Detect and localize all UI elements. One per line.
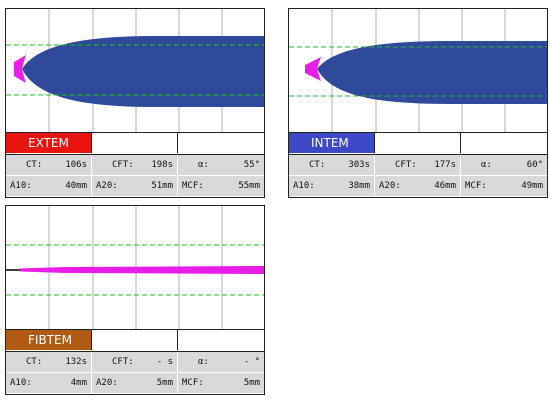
mcf-value: 49mm [521,181,543,191]
info-extem: EXTEM CT: 106s CFT: 198s α: 55° A10: 40mm A2… [5,133,265,198]
metrics-row-1: CT: 132s CFT: - s α: - ° [6,351,264,372]
trace-extem-svg [6,9,264,132]
tab-empty [178,133,264,153]
tab-empty [178,330,264,350]
cft-value: - s [156,357,173,367]
ct-label: CT: [309,160,326,170]
tab-empty [461,133,547,153]
alpha-value: 55° [243,160,260,170]
cft-value: 198s [151,160,173,170]
mcf-label: MCF: [465,181,487,191]
tab-empty [92,133,178,153]
ct-value: 132s [65,357,87,367]
a10-value: 40mm [65,181,87,191]
metrics-row-1: CT: 303s CFT: 177s α: 60° [289,154,547,175]
amplitude-trace [317,41,547,104]
trace-intem [288,8,548,133]
info-intem: INTEM CT: 303s CFT: 177s α: 60° A10: 38mm A2… [288,133,548,198]
a20-value: 5mm [156,378,173,388]
tab-fibtem[interactable]: FIBTEM [6,330,92,350]
amplitude-trace [22,36,264,107]
a20-label: A20: [379,181,401,191]
info-fibtem: FIBTEM CT: 132s CFT: - s α: - ° A10: 4mm A20… [5,330,265,395]
trace-fibtem [5,205,265,330]
alpha-label: α: [198,357,209,367]
mcf-label: MCF: [182,181,204,191]
a10-label: A10: [10,181,32,191]
alpha-label: α: [481,160,492,170]
cft-label: CFT: [112,357,134,367]
trace-fibtem-svg [6,206,264,329]
tab-empty [92,330,178,350]
metrics-row-2: A10: 40mm A20: 51mm MCF: 55mm [6,175,264,196]
a10-label: A10: [293,181,315,191]
a20-label: A20: [96,181,118,191]
onset-marker [14,55,26,83]
mcf-value: 5mm [243,378,260,388]
mcf-value: 55mm [238,181,260,191]
metrics-row-1: CT: 106s CFT: 198s α: 55° [6,154,264,175]
amplitude-trace [20,266,264,274]
cft-value: 177s [434,160,456,170]
a10-value: 4mm [70,378,87,388]
trace-extem [5,8,265,133]
a10-label: A10: [10,378,32,388]
a20-value: 51mm [151,181,173,191]
metrics-row-2: A10: 4mm A20: 5mm MCF: 5mm [6,372,264,393]
cft-label: CFT: [112,160,134,170]
trace-intem-svg [289,9,547,132]
tab-intem[interactable]: INTEM [289,133,375,153]
tab-extem[interactable]: EXTEM [6,133,92,153]
tab-empty [375,133,461,153]
a20-value: 46mm [434,181,456,191]
ct-value: 106s [65,160,87,170]
metrics-row-2: A10: 38mm A20: 46mm MCF: 49mm [289,175,547,196]
ct-label: CT: [26,357,43,367]
cft-label: CFT: [395,160,417,170]
alpha-value: 60° [526,160,543,170]
onset-marker [305,57,321,81]
alpha-value: - ° [243,357,260,367]
a20-label: A20: [96,378,118,388]
ct-label: CT: [26,160,43,170]
alpha-label: α: [198,160,209,170]
ct-value: 303s [348,160,370,170]
mcf-label: MCF: [182,378,204,388]
a10-value: 38mm [348,181,370,191]
